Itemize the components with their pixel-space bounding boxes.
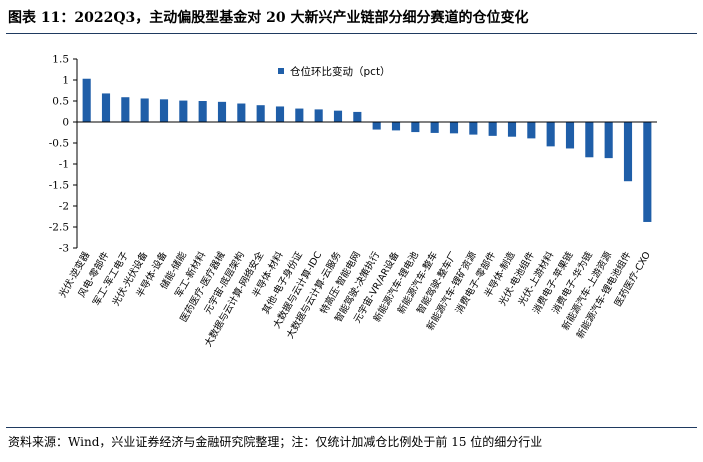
y-tick-label: 1.5 bbox=[52, 54, 69, 66]
bar bbox=[546, 122, 555, 147]
legend-swatch bbox=[278, 68, 284, 74]
bar bbox=[353, 111, 362, 122]
source-divider bbox=[6, 427, 697, 428]
y-tick-label: -1.5 bbox=[49, 180, 69, 192]
y-tick-label: 1 bbox=[62, 75, 69, 87]
bar bbox=[604, 122, 613, 159]
bar bbox=[527, 122, 536, 139]
chart-title: 图表 11：2022Q3，主动偏股型基金对 20 大新兴产业链部分细分赛道的仓位… bbox=[8, 10, 529, 26]
bar bbox=[488, 122, 497, 136]
bar bbox=[411, 122, 420, 133]
bar bbox=[449, 122, 459, 134]
bar bbox=[121, 97, 130, 122]
category-labels: 光伏-逆变器风电-零部件军工-军工电子光伏-光伏设备半导体-设备储能-储能军工-… bbox=[56, 249, 653, 349]
bar bbox=[314, 109, 323, 122]
y-tick-label: 0.5 bbox=[52, 96, 69, 108]
source-note: 资料来源：Wind，兴业证券经济与金融研究院整理；注：仅统计加减仓比例处于前 1… bbox=[8, 435, 543, 449]
bar bbox=[469, 122, 478, 135]
bar bbox=[101, 93, 111, 122]
bar bbox=[82, 78, 91, 122]
legend-label: 仓位环比变动（pct） bbox=[290, 65, 391, 78]
legend: 仓位环比变动（pct） bbox=[278, 65, 391, 78]
bar bbox=[507, 122, 517, 137]
bar bbox=[372, 122, 381, 130]
bar bbox=[565, 122, 575, 149]
y-tick-label: -1 bbox=[59, 159, 69, 171]
bar-chart: 1.5 1 0.5 0 -0.5 -1 -1.5 -2 -2.5 -3 光伏-逆变器风电-零部件军… bbox=[49, 54, 657, 349]
bar bbox=[237, 103, 246, 122]
title-divider bbox=[6, 33, 697, 34]
y-axis: 1.5 1 0.5 0 -0.5 -1 -1.5 -2 -2.5 -3 bbox=[49, 54, 78, 255]
bar bbox=[159, 99, 169, 122]
y-tick-label: -2 bbox=[59, 201, 69, 213]
y-tick-label: 0 bbox=[62, 117, 69, 129]
bar bbox=[256, 105, 265, 122]
bar bbox=[391, 122, 401, 131]
bars bbox=[82, 78, 652, 222]
y-tick-label: -2.5 bbox=[49, 222, 69, 234]
bar bbox=[140, 98, 149, 122]
bar bbox=[295, 108, 304, 122]
bar bbox=[198, 101, 207, 122]
bar bbox=[333, 110, 343, 122]
bar bbox=[643, 122, 652, 222]
y-tick-label: -0.5 bbox=[49, 138, 69, 150]
bar bbox=[585, 122, 594, 158]
bar bbox=[430, 122, 439, 133]
bar bbox=[179, 100, 188, 122]
bar bbox=[217, 101, 227, 122]
bar bbox=[623, 122, 633, 182]
y-tick-label: -3 bbox=[59, 243, 69, 255]
bar bbox=[275, 106, 285, 122]
